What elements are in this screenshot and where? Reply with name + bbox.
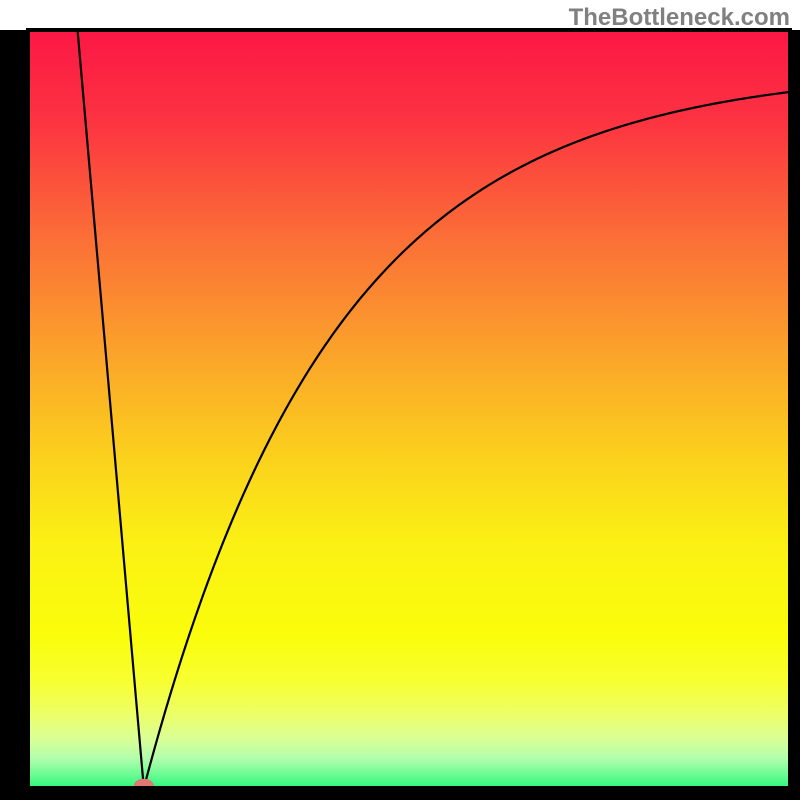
watermark-text: TheBottleneck.com xyxy=(569,4,790,32)
gradient-background xyxy=(28,30,790,788)
y-axis-bar xyxy=(0,30,28,800)
x-axis-bar xyxy=(0,788,800,800)
chart-svg xyxy=(0,0,800,800)
right-edge-bar xyxy=(790,30,800,800)
chart-container: TheBottleneck.com xyxy=(0,0,800,800)
